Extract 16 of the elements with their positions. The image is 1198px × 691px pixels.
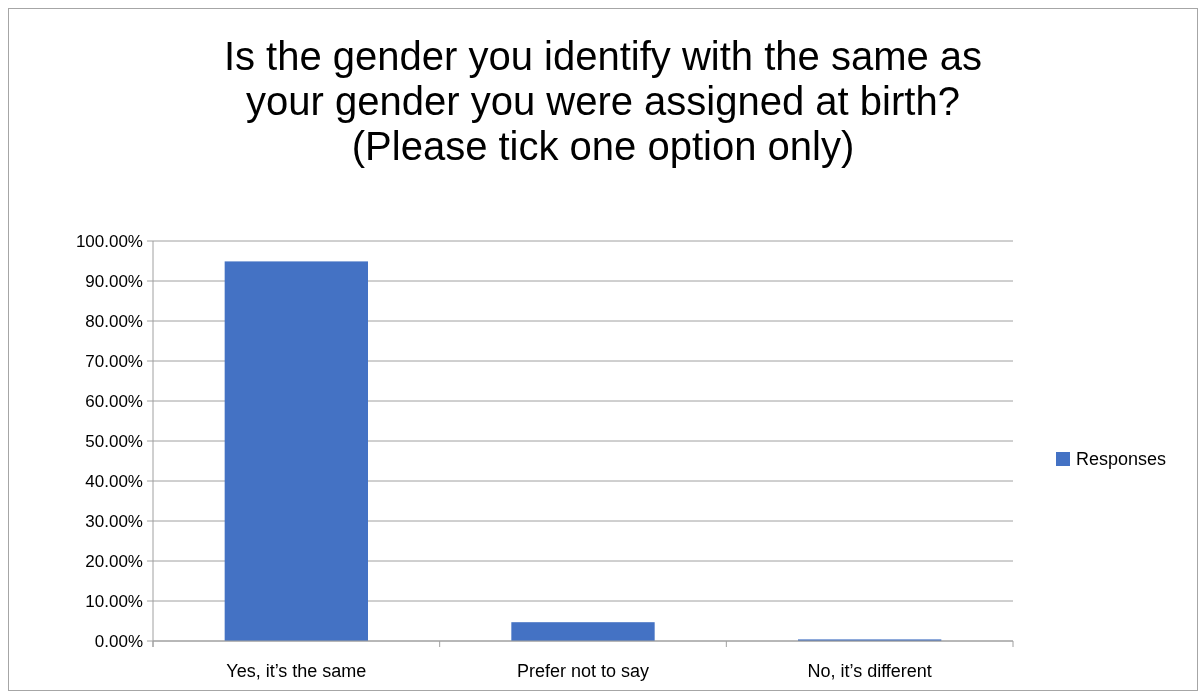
y-tick-label: 70.00% bbox=[85, 351, 143, 371]
y-tick-label: 40.00% bbox=[85, 471, 143, 491]
chart-title: Is the gender you identify with the same as your gender you were assigned at birth? (Please tick one option only) bbox=[223, 34, 983, 168]
y-tick-label: 10.00% bbox=[85, 591, 143, 611]
x-tick-label: Prefer not to say bbox=[516, 661, 650, 681]
y-tick-label: 20.00% bbox=[85, 551, 143, 571]
y-tick-label: 90.00% bbox=[85, 271, 143, 291]
y-tick-label: 30.00% bbox=[85, 511, 143, 531]
x-tick-label: Yes, it’s the same bbox=[226, 661, 367, 681]
y-tick-label: 0.00% bbox=[94, 631, 143, 651]
y-tick-label: 80.00% bbox=[85, 311, 143, 331]
y-tick-label: 100.00% bbox=[75, 231, 143, 251]
x-tick-label: No, it’s different bbox=[807, 661, 932, 681]
y-tick-label: 60.00% bbox=[85, 391, 143, 411]
legend-label: Responses bbox=[1076, 449, 1167, 470]
y-tick-label: 50.00% bbox=[85, 431, 143, 451]
